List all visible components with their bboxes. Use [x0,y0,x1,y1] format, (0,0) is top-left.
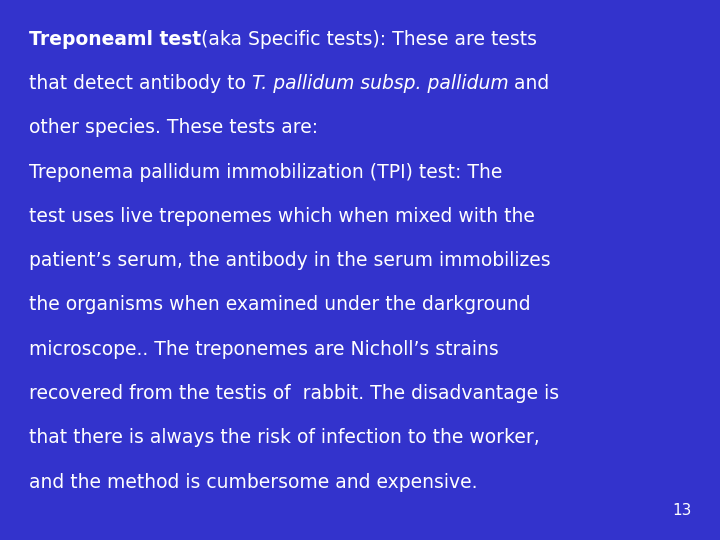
Text: Treponeaml test: Treponeaml test [29,30,201,49]
Text: 13: 13 [672,503,691,518]
Text: recovered from the testis of  rabbit. The disadvantage is: recovered from the testis of rabbit. The… [29,384,559,403]
Text: that there is always the risk of infection to the worker,: that there is always the risk of infecti… [29,428,539,447]
Text: and the method is cumbersome and expensive.: and the method is cumbersome and expensi… [29,472,477,491]
Text: the organisms when examined under the darkground: the organisms when examined under the da… [29,295,531,314]
Text: Treponema pallidum immobilization (TPI) test: The: Treponema pallidum immobilization (TPI) … [29,163,502,181]
Text: that detect antibody to: that detect antibody to [29,74,252,93]
Text: patient’s serum, the antibody in the serum immobilizes: patient’s serum, the antibody in the ser… [29,251,550,270]
Text: (aka Specific tests): These are tests: (aka Specific tests): These are tests [201,30,537,49]
Text: other species. These tests are:: other species. These tests are: [29,118,318,137]
Text: and: and [508,74,549,93]
Text: microscope.. The treponemes are Nicholl’s strains: microscope.. The treponemes are Nicholl’… [29,340,498,359]
Text: T. pallidum subsp. pallidum: T. pallidum subsp. pallidum [252,74,508,93]
Text: test uses live treponemes which when mixed with the: test uses live treponemes which when mix… [29,207,535,226]
